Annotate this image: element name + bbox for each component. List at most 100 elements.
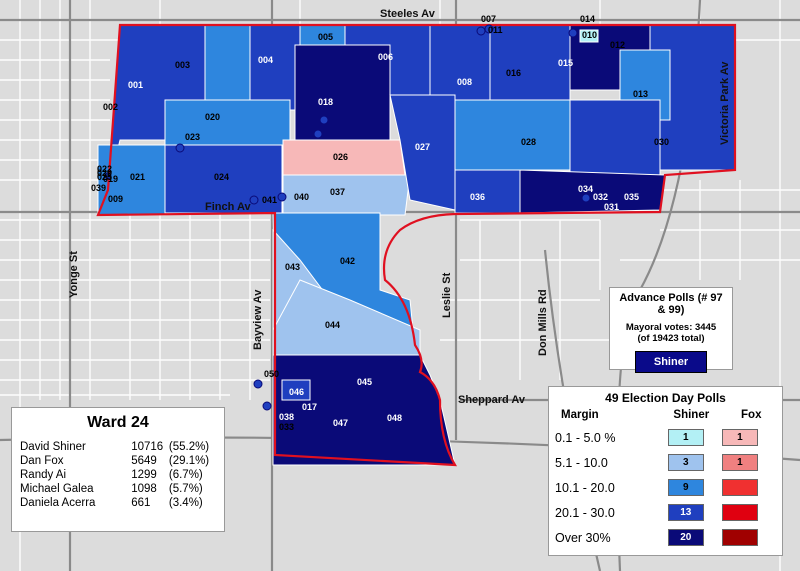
- poll-label-040: 040: [294, 192, 309, 202]
- candidate-votes: 5649: [131, 455, 157, 467]
- candidate-pct: (55.2%): [168, 441, 210, 453]
- legend-margin-label: Over 30%: [555, 530, 611, 545]
- poll-label-006: 006: [378, 52, 393, 62]
- legend-row: 20.1 - 30.0 13: [555, 500, 776, 525]
- poll-label-038: 038: [279, 412, 294, 422]
- poll-label-015: 015: [558, 58, 573, 68]
- candidate-pct: (6.7%): [168, 469, 203, 481]
- poll-label-012: 012: [610, 40, 625, 50]
- poll-label-036: 036: [470, 192, 485, 202]
- poll-label-023: 023: [185, 132, 200, 142]
- candidate-votes: 661: [131, 497, 151, 509]
- advance-total-votes: (of 19423 total): [637, 333, 705, 344]
- poll-label-048: 048: [387, 413, 402, 423]
- poll-label-034: 034: [578, 184, 593, 194]
- candidate-row: Michael Galea 1098 (5.7%): [20, 482, 216, 496]
- poll-label-037: 037: [330, 187, 345, 197]
- poll-label-045: 045: [357, 377, 372, 387]
- candidate-name: Michael Galea: [20, 483, 94, 495]
- legend-shiner-swatch: 13: [667, 504, 704, 521]
- street-label-don-mills: Don Mills Rd: [537, 289, 549, 356]
- ward-results-panel: Ward 24 David Shiner 10716 (55.2%) Dan F…: [11, 407, 225, 532]
- advance-polls-title: Advance Polls (# 97 & 99): [619, 292, 723, 316]
- poll-label-002: 002: [103, 102, 118, 112]
- legend-shiner-swatch: 20: [667, 529, 704, 546]
- poll-label-046: 046: [289, 387, 304, 397]
- legend-margin-label: 5.1 - 10.0: [555, 455, 608, 470]
- ward-title: Ward 24: [87, 414, 149, 431]
- candidate-name: David Shiner: [20, 441, 86, 453]
- legend-header: Margin Shiner Fox: [555, 409, 776, 421]
- poll-label-004: 004: [258, 55, 273, 65]
- election-day-legend: 49 Election Day Polls Margin Shiner Fox …: [548, 386, 783, 556]
- candidate-votes: 10716: [131, 441, 164, 453]
- poll-label-035: 035: [624, 192, 639, 202]
- legend-row: 0.1 - 5.0 % 1 1: [555, 425, 776, 450]
- poll-label-021: 021: [130, 172, 145, 182]
- legend-margin-label: 0.1 - 5.0 %: [555, 430, 616, 445]
- candidate-votes: 1299: [131, 469, 157, 481]
- legend-title: 49 Election Day Polls: [605, 391, 726, 405]
- legend-margin-label: 10.1 - 20.0: [555, 480, 615, 495]
- ward-polls: [97, 24, 736, 466]
- candidate-pct: (5.7%): [168, 483, 203, 495]
- legend-row: Over 30% 20: [555, 525, 776, 550]
- poll-label-007: 007: [481, 14, 496, 24]
- poll-label-010: 010: [582, 30, 597, 40]
- legend-col-shiner: Shiner: [673, 409, 710, 421]
- legend-margin-label: 20.1 - 30.0: [555, 505, 615, 520]
- candidate-row: Daniela Acerra 661 (3.4%): [20, 496, 216, 510]
- poll-stations: [104, 24, 591, 411]
- legend-row: 5.1 - 10.0 3 1: [555, 450, 776, 475]
- poll-label-001: 001: [128, 80, 143, 90]
- poll-label-030: 030: [654, 137, 669, 147]
- poll-label-009: 009: [108, 194, 123, 204]
- poll-label-022: 022: [97, 164, 112, 174]
- legend-row: 10.1 - 20.0 9: [555, 475, 776, 500]
- street-label-steeles: Steeles Av: [380, 8, 436, 20]
- street-label-victoria-park: Victoria Park Av: [719, 61, 731, 145]
- poll-label-050: 050: [264, 369, 279, 379]
- poll-label-029: 029: [97, 168, 112, 178]
- candidate-row: Dan Fox 5649 (29.1%): [20, 454, 216, 468]
- legend-fox-swatch: [721, 479, 758, 496]
- street-label-yonge: Yonge St: [68, 251, 80, 298]
- poll-label-005: 005: [318, 32, 333, 42]
- legend-fox-swatch: 1: [721, 429, 758, 446]
- poll-label-047: 047: [333, 418, 348, 428]
- poll-label-016: 016: [506, 68, 521, 78]
- poll-label-024: 024: [214, 172, 229, 182]
- candidate-pct: (3.4%): [168, 497, 203, 509]
- legend-col-fox: Fox: [741, 409, 762, 421]
- candidate-pct: (29.1%): [168, 455, 210, 467]
- poll-label-003: 003: [175, 60, 190, 70]
- street-label-sheppard: Sheppard Av: [458, 394, 526, 406]
- poll-label-020: 020: [205, 112, 220, 122]
- legend-fox-swatch: 1: [721, 454, 758, 471]
- poll-label-019: 019: [103, 174, 118, 184]
- legend-shiner-swatch: 1: [667, 429, 704, 446]
- advance-mayoral-votes: Mayoral votes: 3445: [625, 322, 717, 333]
- poll-label-013: 013: [633, 89, 648, 99]
- poll-label-039: 039: [91, 183, 106, 193]
- poll-label-014: 014: [580, 14, 595, 24]
- poll-label-042: 042: [340, 256, 355, 266]
- advance-polls-panel: Advance Polls (# 97 & 99) Mayoral votes:…: [609, 287, 733, 373]
- candidate-name: Dan Fox: [20, 455, 64, 467]
- poll-label-032: 032: [593, 192, 608, 202]
- poll-label-026: 026: [333, 152, 348, 162]
- candidate-name: Daniela Acerra: [20, 497, 96, 509]
- legend-fox-swatch: [721, 504, 758, 521]
- poll-label-044: 044: [325, 320, 340, 330]
- poll-label-027: 027: [415, 142, 430, 152]
- street-label-leslie: Leslie St: [441, 272, 453, 318]
- street-labels: Steeles Av Finch Av Sheppard Av Yonge St…: [68, 8, 731, 406]
- advance-winner-badge: Shiner: [634, 351, 708, 373]
- legend-col-margin: Margin: [561, 409, 599, 421]
- street-label-bayview: Bayview Av: [252, 289, 264, 350]
- legend-shiner-swatch: 9: [667, 479, 704, 496]
- poll-label-033: 033: [279, 422, 294, 432]
- poll-label-018: 018: [318, 97, 333, 107]
- poll-labels: 001 002 003 004 005 006 007 008 009 010 …: [91, 14, 669, 432]
